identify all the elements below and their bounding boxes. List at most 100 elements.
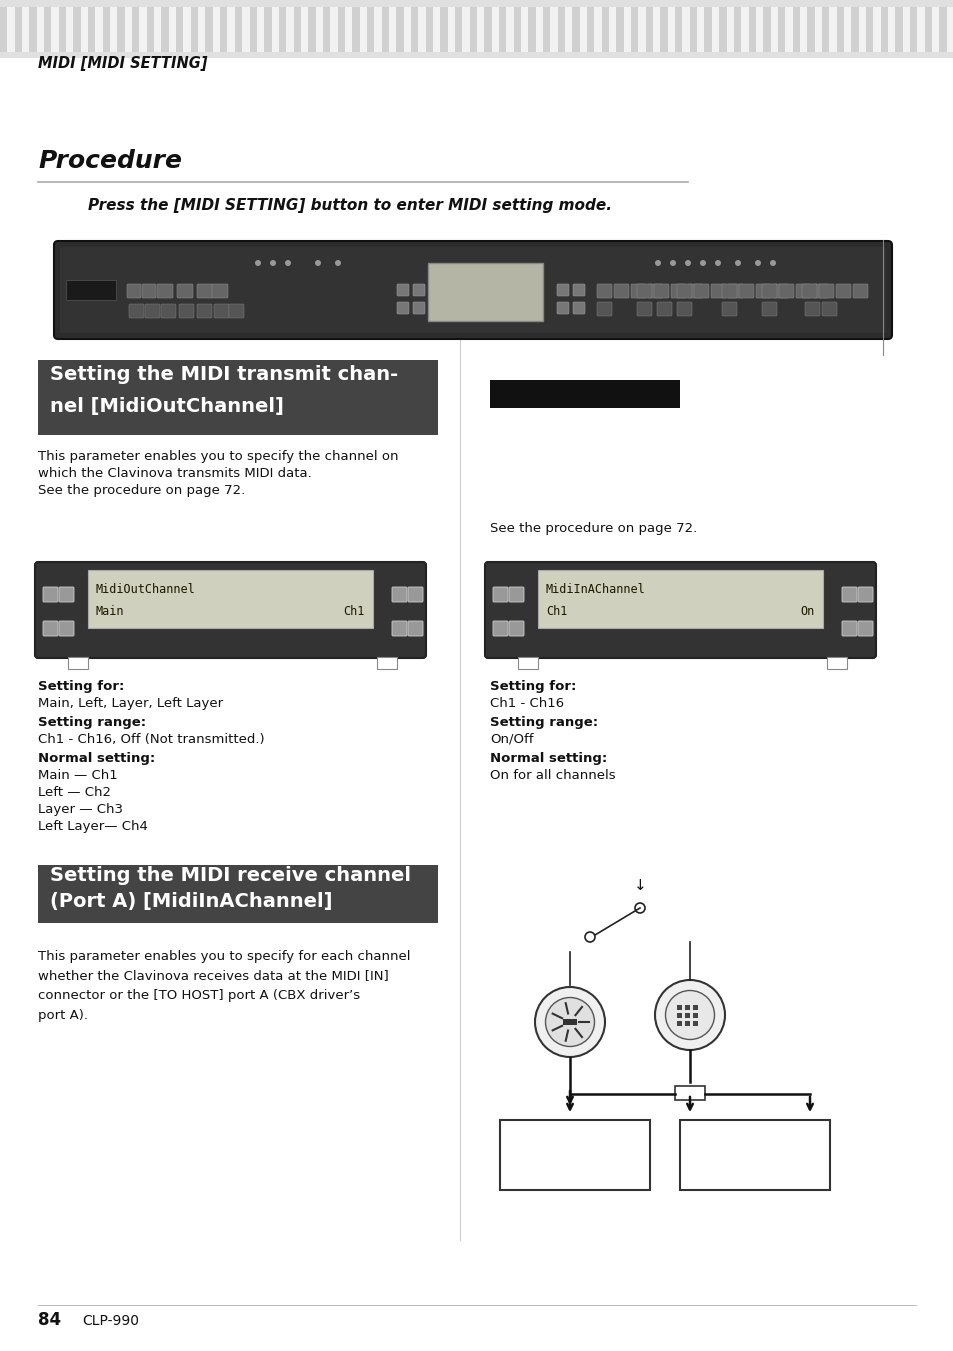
FancyBboxPatch shape [43, 621, 58, 636]
FancyBboxPatch shape [177, 284, 193, 299]
FancyBboxPatch shape [677, 303, 691, 316]
Bar [677, 1013, 681, 1019]
Bar [894, 7, 902, 51]
Text: Setting range:: Setting range: [490, 716, 598, 730]
Bar [513, 7, 520, 51]
FancyBboxPatch shape [795, 284, 810, 299]
Bar [572, 7, 579, 51]
Bar [872, 7, 880, 51]
Text: Procedure: Procedure [38, 149, 182, 173]
FancyBboxPatch shape [614, 284, 628, 299]
FancyBboxPatch shape [779, 284, 793, 299]
Text: 84: 84 [38, 1310, 61, 1329]
FancyBboxPatch shape [509, 586, 523, 603]
Bar [945, 7, 953, 51]
Text: Ch1 - Ch16, Off (Not transmitted.): Ch1 - Ch16, Off (Not transmitted.) [38, 734, 264, 746]
FancyBboxPatch shape [557, 303, 568, 313]
Circle shape [545, 997, 594, 1047]
Bar [564, 7, 572, 51]
Bar [286, 7, 294, 51]
FancyBboxPatch shape [841, 621, 856, 636]
Bar [256, 7, 264, 51]
Bar [684, 1013, 689, 1019]
FancyBboxPatch shape [654, 284, 668, 299]
Bar [154, 7, 161, 51]
FancyBboxPatch shape [739, 284, 753, 299]
Bar [689, 7, 697, 51]
Bar [865, 7, 872, 51]
Bar [103, 7, 110, 51]
Bar [917, 7, 923, 51]
Bar [631, 7, 638, 51]
Bar [586, 7, 594, 51]
FancyBboxPatch shape [161, 304, 175, 317]
FancyBboxPatch shape [493, 586, 507, 603]
Bar [537, 570, 822, 628]
Bar [608, 7, 616, 51]
FancyBboxPatch shape [35, 562, 426, 658]
Text: Left Layer— Ch4: Left Layer— Ch4 [38, 820, 148, 834]
Bar [711, 7, 719, 51]
FancyBboxPatch shape [413, 284, 424, 296]
Bar [110, 7, 117, 51]
FancyBboxPatch shape [630, 284, 645, 299]
Bar [684, 1021, 689, 1025]
FancyBboxPatch shape [509, 621, 523, 636]
Bar [22, 7, 30, 51]
Bar [272, 7, 278, 51]
Bar [828, 7, 836, 51]
Bar [814, 7, 821, 51]
Bar [506, 7, 513, 51]
Text: Ch1: Ch1 [545, 605, 567, 617]
FancyBboxPatch shape [145, 304, 160, 317]
Circle shape [535, 988, 604, 1056]
Bar [59, 7, 66, 51]
Bar [850, 7, 858, 51]
Circle shape [335, 259, 340, 266]
FancyBboxPatch shape [597, 284, 612, 299]
Bar [425, 7, 433, 51]
Bar [81, 7, 88, 51]
Bar [278, 7, 286, 51]
FancyBboxPatch shape [212, 284, 228, 299]
FancyBboxPatch shape [670, 284, 685, 299]
Text: MidiInAChannel: MidiInAChannel [545, 584, 645, 596]
Bar [490, 380, 679, 408]
FancyBboxPatch shape [857, 621, 872, 636]
Bar [542, 7, 550, 51]
FancyBboxPatch shape [812, 284, 827, 299]
Bar [858, 7, 865, 51]
Bar [440, 7, 447, 51]
Bar [315, 7, 322, 51]
FancyBboxPatch shape [196, 284, 213, 299]
Bar [433, 7, 440, 51]
Bar [205, 7, 213, 51]
Bar [755, 7, 762, 51]
FancyBboxPatch shape [196, 304, 212, 317]
Bar [176, 7, 183, 51]
Bar [0, 7, 8, 51]
Bar [659, 7, 667, 51]
Bar [73, 7, 81, 51]
Bar [675, 7, 681, 51]
FancyBboxPatch shape [597, 303, 612, 316]
FancyBboxPatch shape [804, 303, 820, 316]
FancyBboxPatch shape [657, 303, 671, 316]
Bar [359, 7, 367, 51]
Text: MidiOutChannel: MidiOutChannel [96, 584, 195, 596]
FancyBboxPatch shape [693, 284, 708, 299]
Bar [777, 7, 784, 51]
Text: Main — Ch1: Main — Ch1 [38, 769, 117, 782]
Text: ↓: ↓ [633, 878, 646, 893]
FancyBboxPatch shape [484, 562, 875, 658]
FancyBboxPatch shape [710, 284, 725, 299]
Bar [638, 7, 645, 51]
Circle shape [734, 259, 740, 266]
Bar [499, 1120, 649, 1190]
Bar [653, 7, 659, 51]
Circle shape [754, 259, 760, 266]
Text: Layer — Ch3: Layer — Ch3 [38, 802, 123, 816]
FancyBboxPatch shape [687, 284, 702, 299]
Bar [88, 7, 95, 51]
Bar [220, 7, 227, 51]
